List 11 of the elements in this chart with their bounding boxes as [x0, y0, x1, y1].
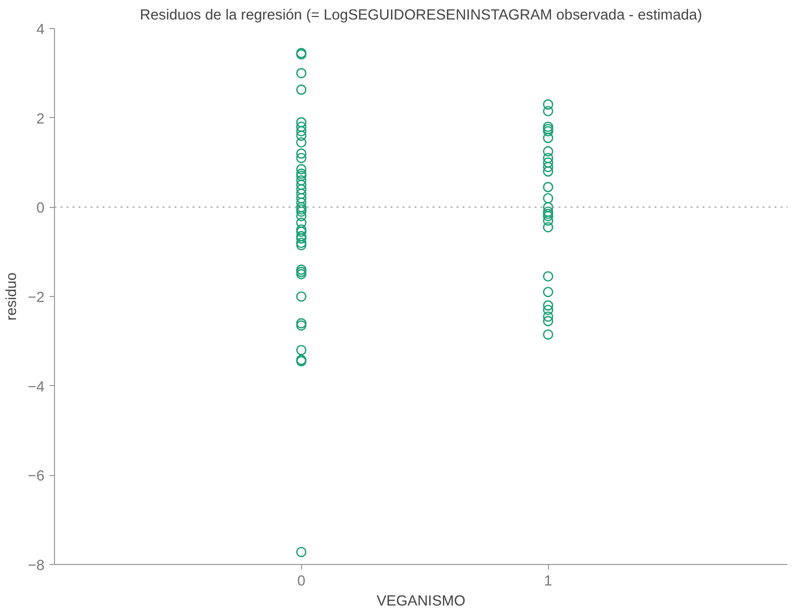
y-axis-title: residuo — [4, 272, 20, 321]
x-axis-title: VEGANISMO — [376, 594, 466, 610]
y-tick-label: 2 — [36, 111, 45, 128]
y-tick-label: −8 — [28, 558, 45, 574]
x-tick-label: 1 — [544, 574, 552, 590]
y-tick-label: 4 — [36, 22, 45, 38]
y-tick-label: −4 — [28, 379, 45, 396]
y-tick-label: −6 — [28, 468, 45, 485]
y-tick-label: 0 — [36, 200, 45, 217]
chart-title: Residuos de la regresión (= LogSEGUIDORESENINSTAGRAM observada - estimada) — [140, 8, 702, 24]
y-tick-label: −2 — [28, 290, 45, 306]
